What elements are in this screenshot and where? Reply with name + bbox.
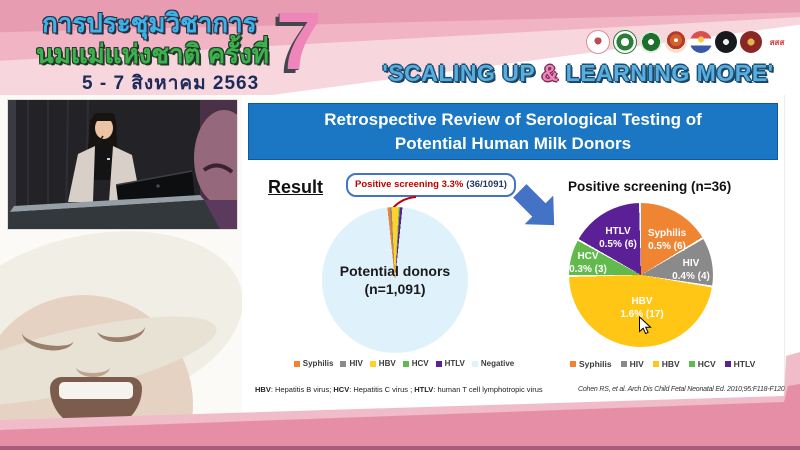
ampersand: & xyxy=(541,60,559,86)
mouse-cursor xyxy=(639,316,652,335)
event-dates: 5 - 7 สิงหาคม 2563 xyxy=(82,73,260,94)
legend-item: HIV xyxy=(340,359,363,368)
callout-highlight: Positive screening 3.3% xyxy=(355,179,464,190)
microphone-icon xyxy=(96,135,104,146)
pie-slice-label-hbv: HBV 1.6% (17) xyxy=(620,296,664,320)
event-subtitle-thai: นมแม่แห่งชาติ ครั้งที่ xyxy=(36,39,269,69)
bottom-edge-line xyxy=(0,446,800,450)
thai-health-sss-logo: สสส xyxy=(765,31,789,53)
podium-top xyxy=(10,195,204,212)
slide-title-line1: Retrospective Review of Serological Test… xyxy=(324,110,702,129)
green-public-health-seal-icon xyxy=(640,31,662,53)
legend-item: HCV xyxy=(688,359,716,369)
donors-pie-chart xyxy=(322,207,468,353)
podium xyxy=(8,200,220,229)
dark-red-crest-icon xyxy=(740,31,762,53)
slide-area: Retrospective Review of Serological Test… xyxy=(242,95,787,420)
callout-detail: (36/1091) xyxy=(466,179,507,190)
event-title-thai: การประชุมวิชาการ xyxy=(42,8,257,38)
presenter-video xyxy=(8,99,254,230)
citation: Cohen RS, et al. Arch Dis Child Fetal Ne… xyxy=(578,386,787,393)
legend-item: Syphilis xyxy=(293,359,333,368)
pie-slice-label-htlv: HTLV 0.5% (6) xyxy=(599,226,637,250)
arrow-icon xyxy=(513,184,555,226)
abbreviation-note: HBV: Hepatitis B virus; HCV: Hepatitis C… xyxy=(255,385,543,394)
mother-and-child-logo-icon xyxy=(586,30,610,54)
thai-royal-crest-icon xyxy=(690,31,712,53)
baby-nose xyxy=(76,357,110,377)
legend-item: HTLV xyxy=(724,359,755,369)
callout-pointer xyxy=(392,196,417,209)
event-tagline: 'SCALING UP & LEARNING MORE' xyxy=(382,60,774,86)
donors-pie-center-label: Potential donors (n=1,091) xyxy=(339,263,451,298)
organizer-logos: สสส xyxy=(586,30,789,54)
legend-item: Negative xyxy=(471,359,514,368)
slide-title-line2: Potential Human Milk Donors xyxy=(394,134,632,154)
laptop xyxy=(116,171,195,201)
edition-number: 7 xyxy=(276,0,322,87)
legend-item: HIV xyxy=(620,359,644,369)
positive-legend: Syphilis HIV HBV HCV HTLV xyxy=(570,359,755,369)
pie-slice-label-hcv: HCV 0.3% (3) xyxy=(569,251,607,275)
slide-title: Retrospective Review of Serological Test… xyxy=(248,103,778,160)
event-banner: การประชุมวิชาการ นมแม่แห่งชาติ ครั้งที่ … xyxy=(0,0,800,95)
donors-legend: Syphilis HIV HBV HCV HTLV Negative xyxy=(288,359,520,368)
presenter-cardigan-left xyxy=(68,146,95,202)
green-medical-seal-icon xyxy=(613,30,637,54)
legend-item: HTLV xyxy=(435,359,465,368)
presenter-scene xyxy=(8,99,254,230)
orange-temple-crest-icon xyxy=(665,31,687,53)
presenter-face xyxy=(95,117,113,139)
result-heading: Result xyxy=(268,177,324,197)
black-university-seal-icon xyxy=(715,31,737,53)
pie-slice-label-syphilis: Syphilis 0.5% (6) xyxy=(647,228,687,252)
pie-slice-label-hiv: HIV 0.4% (4) xyxy=(672,258,710,282)
presenter-top xyxy=(91,148,117,180)
positive-screening-callout: Positive screening 3.3% (36/1091) xyxy=(346,173,516,197)
legend-item: HCV xyxy=(402,359,429,368)
legend-item: Syphilis xyxy=(570,359,612,369)
legend-item: HBV xyxy=(369,359,396,368)
legend-item: HBV xyxy=(652,359,680,369)
positive-screening-title: Positive screening (n=36) xyxy=(568,179,732,194)
